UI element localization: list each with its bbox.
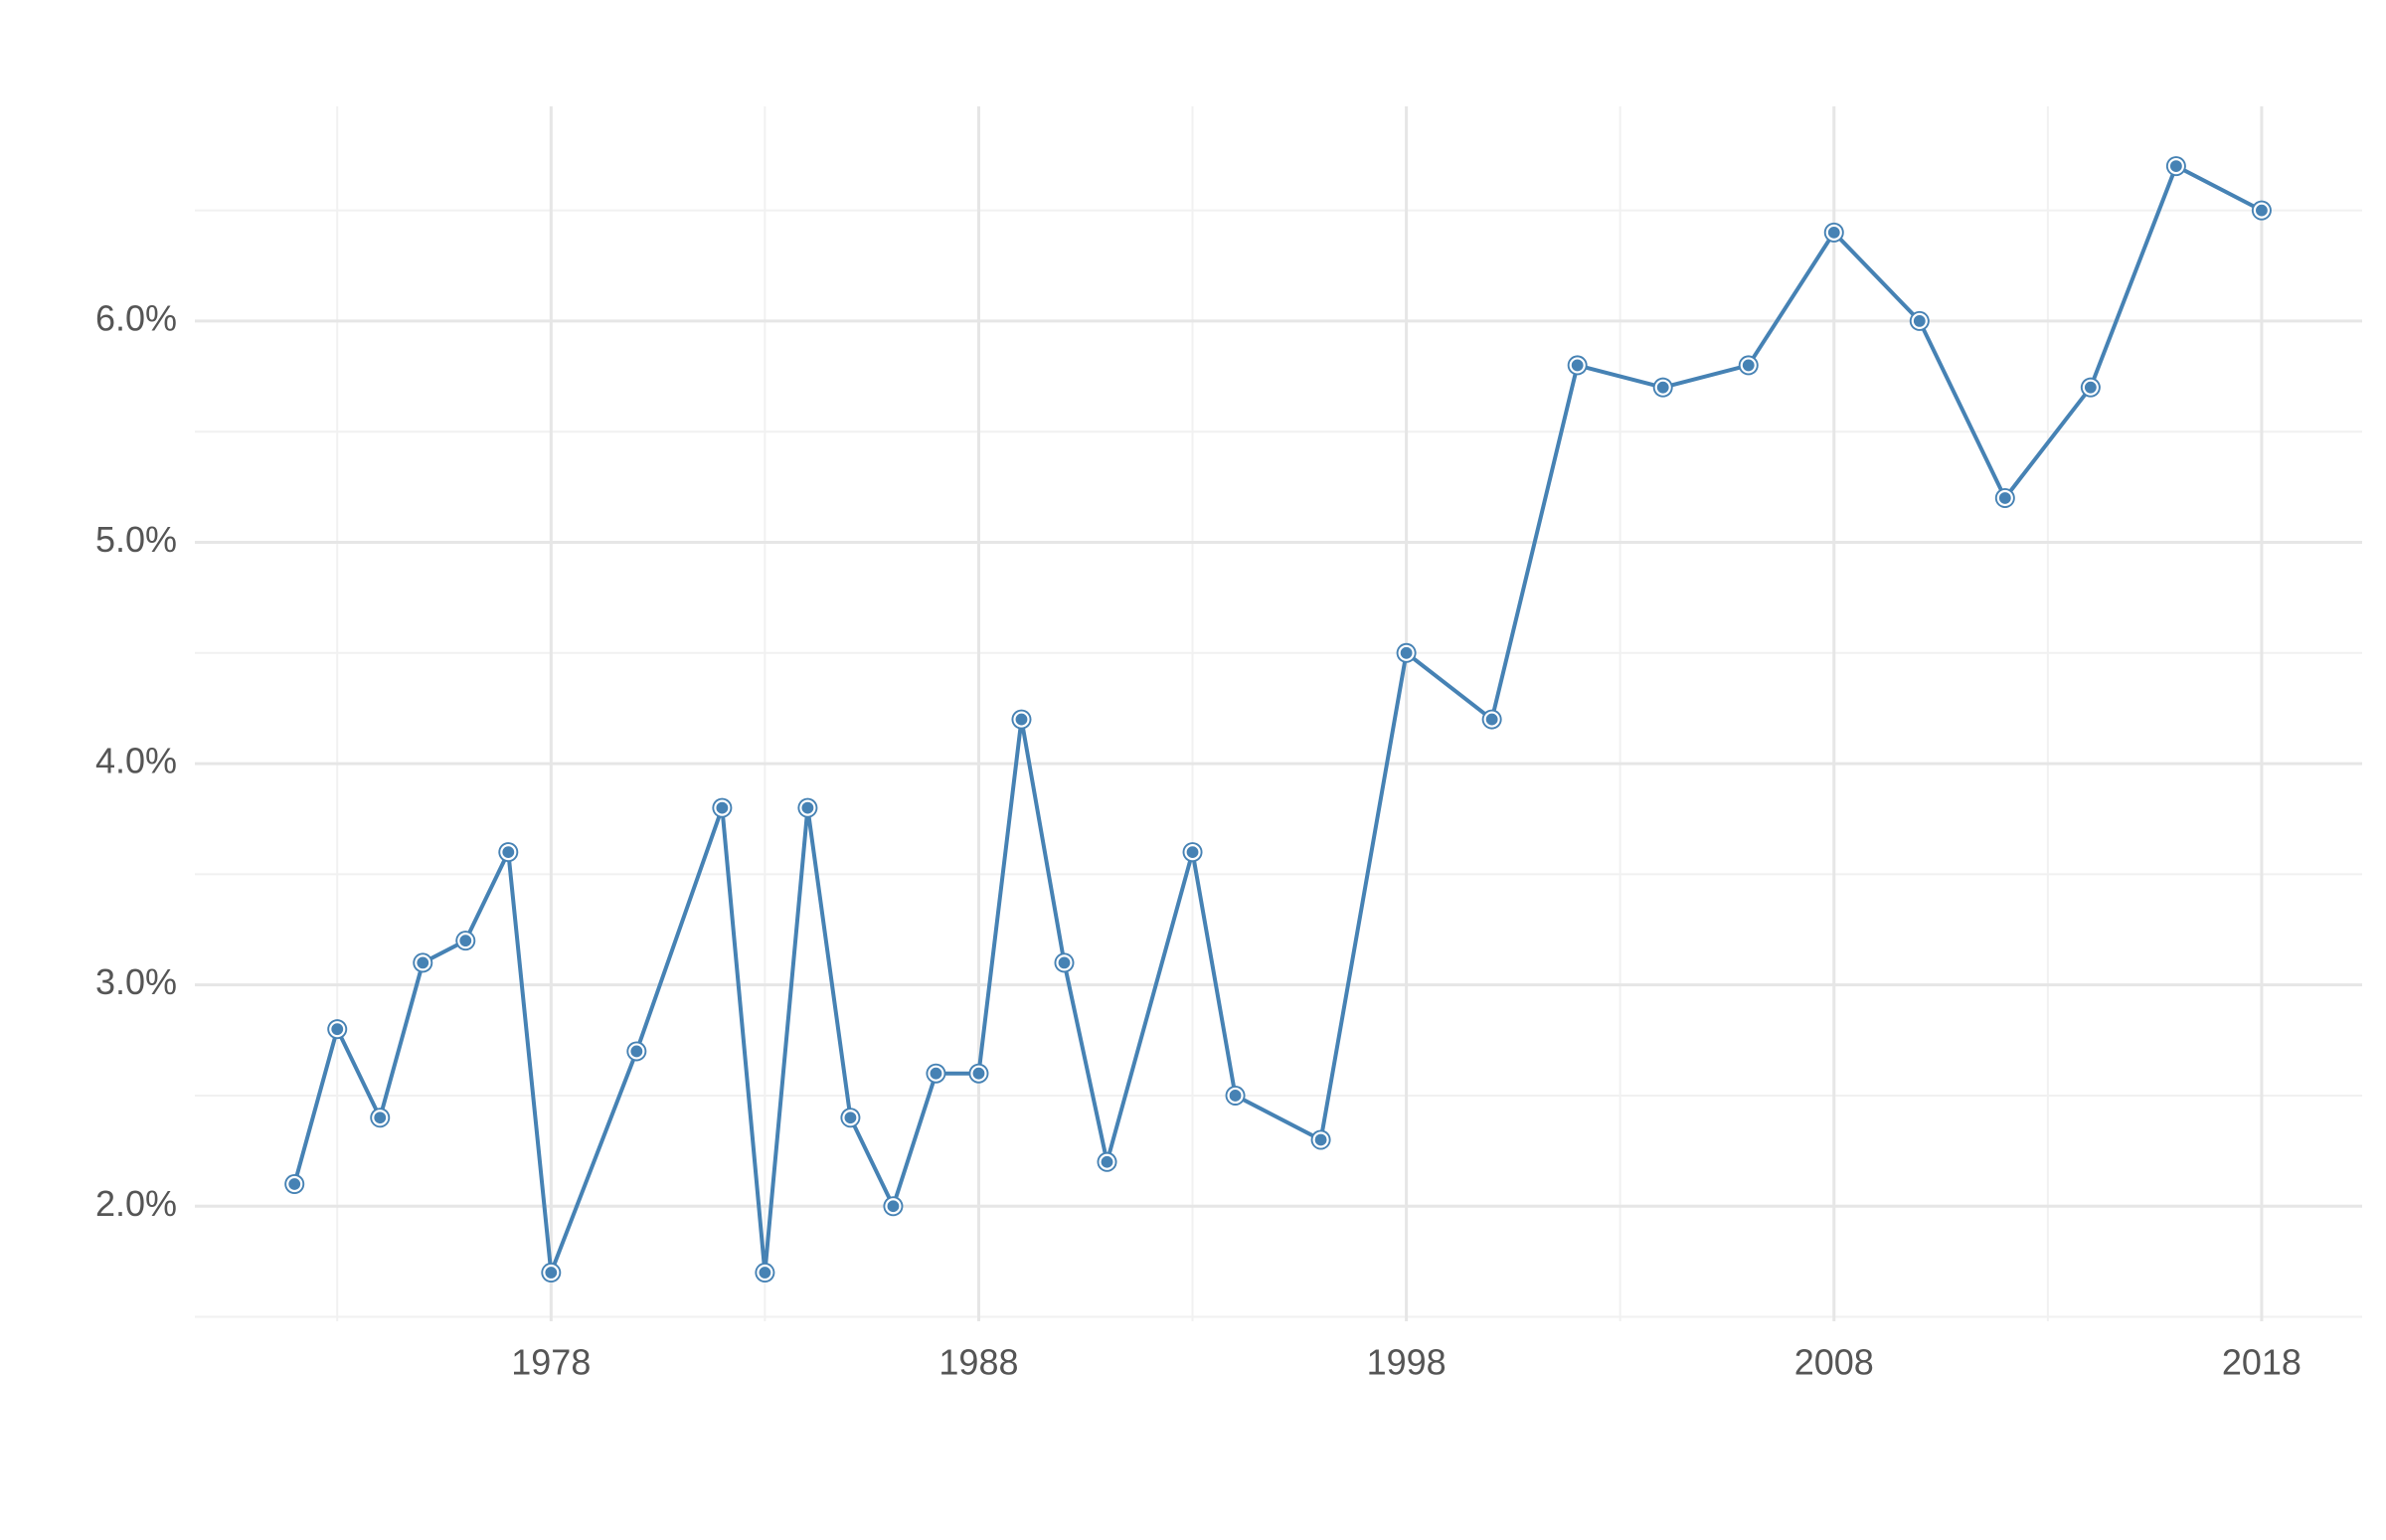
- data-point-ring: [1398, 644, 1415, 661]
- data-point-ring: [1099, 1153, 1115, 1170]
- y-tick-label: 2.0%: [95, 1183, 177, 1224]
- data-point-ring: [457, 933, 474, 949]
- data-point-ring: [1740, 357, 1757, 374]
- data-point-ring: [543, 1264, 560, 1282]
- data-point-ring: [1312, 1131, 1329, 1148]
- y-tick-label: 4.0%: [95, 741, 177, 781]
- x-tick-label: 2018: [2222, 1342, 2301, 1383]
- data-point-ring: [372, 1110, 389, 1126]
- x-tick-label: 1998: [1367, 1342, 1447, 1383]
- data-point-ring: [1911, 312, 1928, 330]
- data-point-ring: [970, 1065, 987, 1082]
- data-point-ring: [1569, 357, 1586, 374]
- data-point-ring: [757, 1264, 773, 1282]
- y-tick-label: 5.0%: [95, 519, 177, 560]
- x-tick-label: 1988: [938, 1342, 1018, 1383]
- data-point-ring: [2167, 157, 2184, 175]
- y-tick-label: 3.0%: [95, 961, 177, 1002]
- data-point-ring: [2082, 379, 2099, 396]
- data-point-ring: [1056, 954, 1073, 971]
- data-point-ring: [415, 954, 431, 971]
- data-point-ring: [1825, 224, 1842, 241]
- data-point-ring: [842, 1110, 859, 1126]
- data-point-ring: [799, 799, 816, 816]
- data-point-ring: [885, 1198, 902, 1215]
- data-point-ring: [286, 1175, 303, 1193]
- data-point-ring: [1996, 489, 2013, 507]
- data-point-ring: [329, 1021, 346, 1038]
- data-line: [292, 163, 2263, 1274]
- data-point-ring: [714, 799, 731, 816]
- y-tick-label: 6.0%: [95, 297, 177, 338]
- data-point-ring: [500, 844, 517, 861]
- data-point-ring: [1483, 711, 1500, 728]
- data-point-ring: [1013, 711, 1030, 728]
- data-point-ring: [1227, 1087, 1244, 1105]
- x-tick-label: 2008: [1794, 1342, 1874, 1383]
- data-point-ring: [628, 1043, 645, 1060]
- data-point-ring: [928, 1065, 944, 1082]
- x-tick-label: 1978: [511, 1342, 591, 1383]
- data-point-ring: [2253, 202, 2271, 219]
- data-point-ring: [1184, 844, 1201, 861]
- data-point-ring: [1654, 379, 1671, 396]
